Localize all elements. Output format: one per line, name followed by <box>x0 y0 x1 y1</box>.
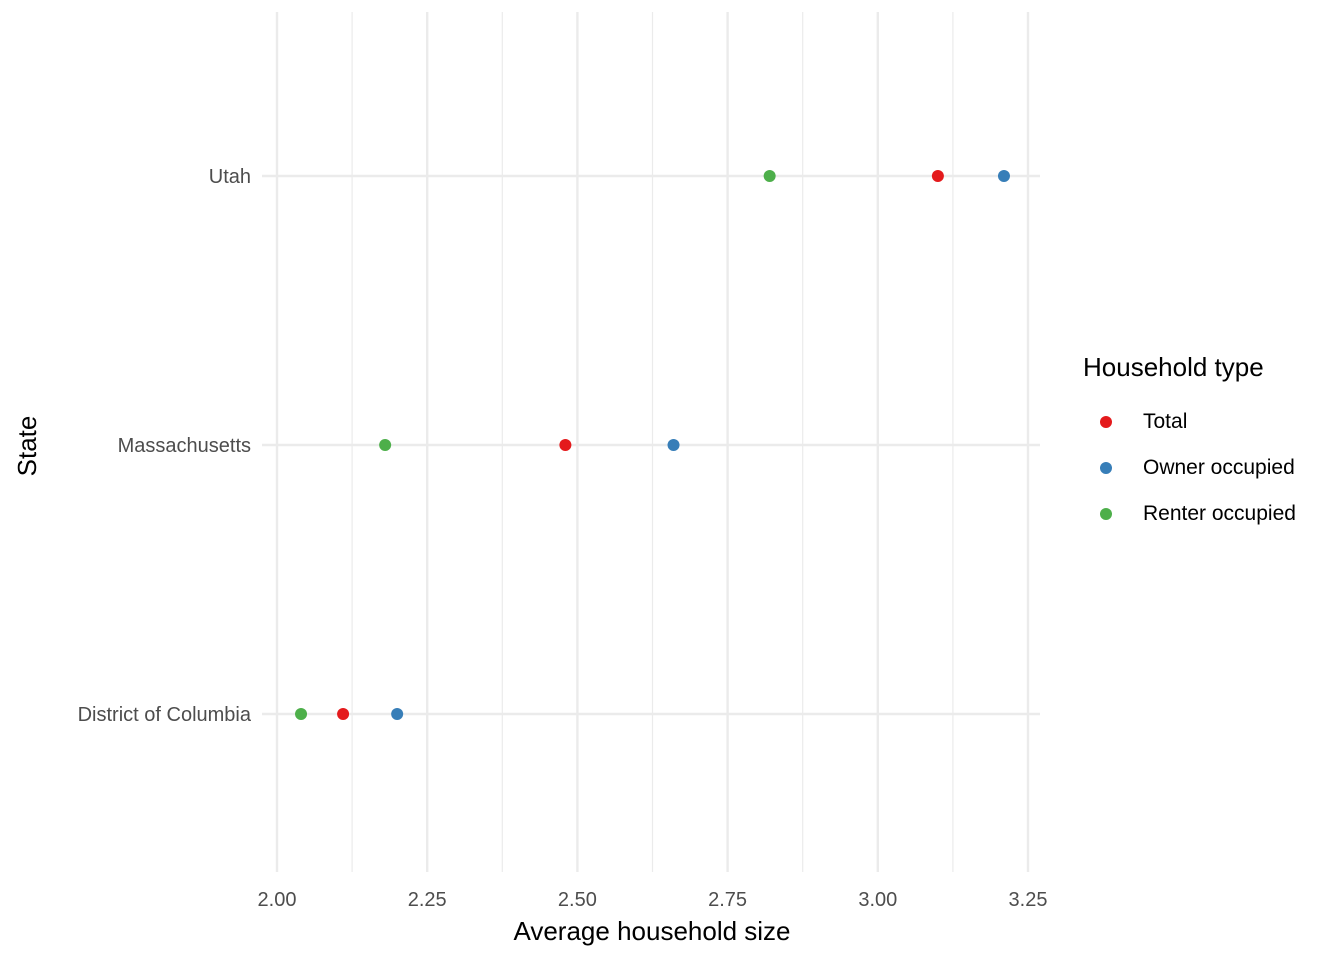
y-axis-title: State <box>12 416 42 477</box>
point-renter-occupied <box>763 170 776 182</box>
minor-gridlines <box>351 12 954 872</box>
x-tick-label: 2.00 <box>258 889 297 911</box>
x-tick-label: 2.75 <box>708 889 747 911</box>
legend-item: Owner occupied <box>1083 445 1296 491</box>
point-renter-occupied <box>379 439 392 451</box>
x-tick-label: 3.00 <box>858 889 897 911</box>
legend-marker <box>1100 508 1112 520</box>
legend-item: Renter occupied <box>1083 491 1296 537</box>
x-axis-ticks: 2.00 2.25 2.50 2.75 3.00 3.25 <box>258 889 1048 911</box>
x-tick-label: 2.25 <box>408 889 447 911</box>
x-tick-label: 2.50 <box>558 889 597 911</box>
major-gridlines <box>262 12 1040 872</box>
point-owner-occupied <box>667 439 680 451</box>
y-tick-label: Massachusetts <box>118 435 251 457</box>
y-tick-label: Utah <box>209 166 251 188</box>
point-owner-occupied <box>391 708 404 720</box>
y-axis-ticks: District of Columbia Massachusetts Utah <box>78 166 252 726</box>
legend-label: Renter occupied <box>1143 502 1296 525</box>
legend-marker <box>1100 462 1112 474</box>
legend-marker <box>1100 416 1112 428</box>
point-owner-occupied <box>997 170 1010 182</box>
legend-title: Household type <box>1083 352 1264 382</box>
point-total <box>931 170 944 182</box>
legend: Household type Total Owner occupied Renter… <box>1083 352 1296 537</box>
legend-label: Total <box>1143 410 1188 433</box>
y-tick-label: District of Columbia <box>78 704 252 726</box>
legend-label: Owner occupied <box>1143 456 1295 479</box>
legend-item: Total <box>1083 399 1296 445</box>
legend-items: Total Owner occupied Renter occupied <box>1083 399 1296 537</box>
point-renter-occupied <box>295 708 308 720</box>
point-total <box>337 708 350 720</box>
data-points <box>295 170 1010 720</box>
x-tick-label: 3.25 <box>1009 889 1048 911</box>
point-total <box>559 439 572 451</box>
x-axis-title: Average household size <box>513 916 790 946</box>
